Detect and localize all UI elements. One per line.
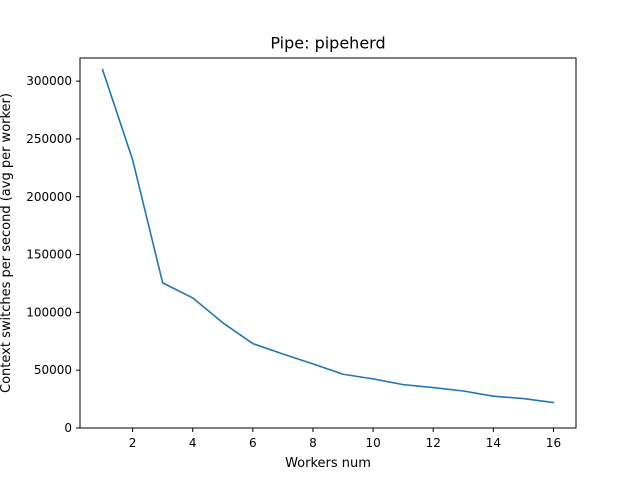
x-tick-label: 12 — [426, 436, 441, 450]
y-axis: 0 50000 100000 150000 200000 250000 300000 — [26, 74, 80, 435]
y-tick-label: 200000 — [26, 190, 72, 204]
x-tick-label: 16 — [546, 436, 561, 450]
y-tick-label: 0 — [64, 421, 72, 435]
y-tick-label: 250000 — [26, 132, 72, 146]
y-tick-label: 300000 — [26, 74, 72, 88]
y-tick-label: 100000 — [26, 305, 72, 319]
x-axis: 2 4 6 8 10 12 14 16 — [129, 428, 561, 450]
x-tick-label: 10 — [365, 436, 380, 450]
plot-frame — [79, 57, 577, 429]
y-tick-label: 150000 — [26, 248, 72, 262]
y-tick-label: 50000 — [34, 363, 72, 377]
x-tick-label: 4 — [189, 436, 197, 450]
series-line — [101, 68, 555, 404]
chart-title: Pipe: pipeherd — [270, 34, 385, 53]
x-axis-label: Workers num — [285, 456, 371, 471]
x-tick-label: 8 — [309, 436, 317, 450]
x-tick-label: 14 — [486, 436, 501, 450]
x-tick-label: 6 — [249, 436, 257, 450]
x-tick-label: 2 — [129, 436, 137, 450]
y-axis-label: Context switches per second (avg per wor… — [0, 93, 14, 393]
